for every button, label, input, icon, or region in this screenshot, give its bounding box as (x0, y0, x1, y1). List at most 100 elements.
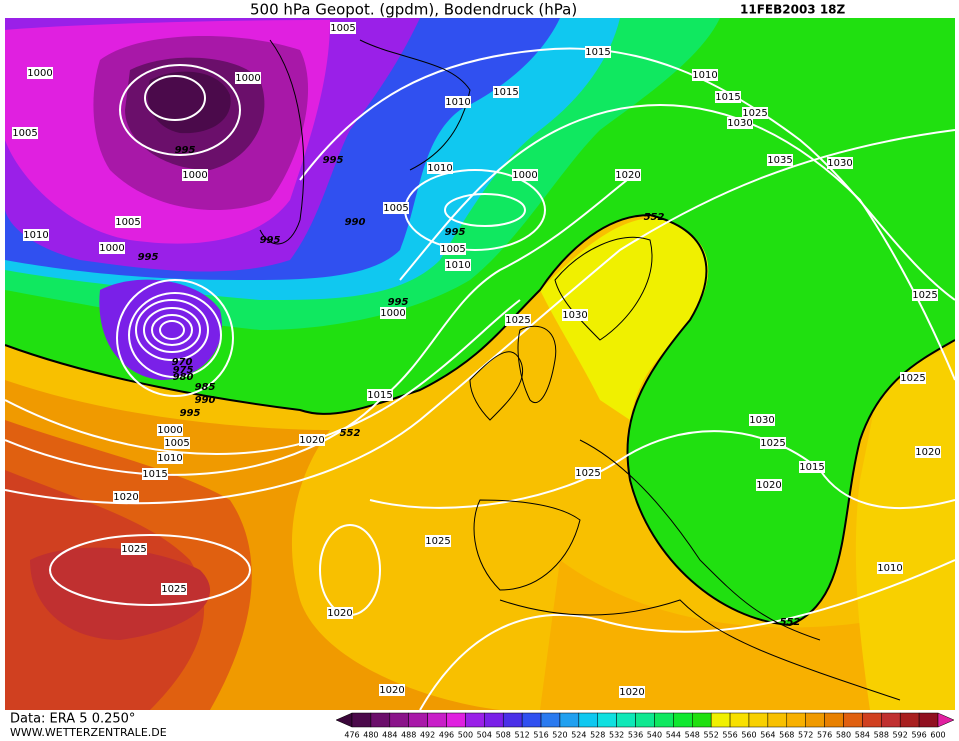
colorbar-swatch (408, 712, 428, 728)
isobar-label: 1020 (327, 608, 352, 619)
isobar-label-box (27, 67, 53, 79)
colorbar-high-arrow (937, 712, 955, 728)
colorbar-label: 488 (401, 731, 416, 740)
isobar-label-box (756, 479, 782, 491)
isobar-label: 1000 (157, 425, 182, 436)
colorbar-label: 596 (911, 731, 926, 740)
isobar-label-box (900, 372, 926, 384)
isobar-label: 1030 (827, 158, 852, 169)
colorbar-label: 512 (514, 731, 529, 740)
isobar-label-box (440, 243, 466, 255)
website: WWW.WETTERZENTRALE.DE (10, 726, 167, 739)
isobar-label: 1025 (425, 536, 450, 547)
colorbar-label: 540 (647, 731, 662, 740)
isobar-label: 1000 (27, 68, 52, 79)
isobar-label: 552 (644, 212, 665, 223)
isobar-label: 995 (138, 252, 159, 263)
isobar-label: 1005 (383, 203, 408, 214)
colorbar-swatch (710, 712, 731, 728)
colorbar-label: 576 (817, 731, 832, 740)
isobar-label: 1010 (427, 163, 452, 174)
isobar-label: 1015 (585, 47, 610, 58)
isobars (5, 47, 955, 710)
map-title: 500 hPa Geopot. (gpdm), Bodendruck (hPa) (250, 1, 577, 19)
isobar-label-box (425, 535, 451, 547)
colorbar-swatch (597, 712, 617, 728)
isobar-label: 552 (780, 617, 801, 628)
colorbar-label: 504 (477, 731, 492, 740)
isobar-label-box (142, 468, 168, 480)
isobar-label-box (749, 414, 775, 426)
isobar-label: 1010 (692, 70, 717, 81)
isobar-label: 975 (173, 365, 194, 376)
isobar-label: 990 (195, 395, 216, 406)
map: 1005 1015 1000 1000 1010 1010 1015 1015 1005 1025… (5, 18, 955, 710)
data-source: Data: ERA 5 0.250° (10, 712, 135, 727)
colorbar-swatch (465, 712, 485, 728)
colorbar-label: 600 (930, 731, 945, 740)
colorbar-swatch (502, 712, 523, 728)
isobar-label: 1030 (749, 415, 774, 426)
isobar-label: 1005 (164, 438, 189, 449)
isobar-label: 980 (173, 372, 194, 383)
colorbar-label: 580 (836, 731, 851, 740)
isobar-label-box (379, 684, 405, 696)
isobar-label-box (383, 202, 409, 214)
isobar-label: 1015 (799, 462, 824, 473)
isobar-label: 1000 (380, 308, 405, 319)
colorbar-swatch (427, 712, 447, 728)
isobar-label: 995 (388, 297, 409, 308)
colorbar-label: 532 (609, 731, 624, 740)
isobar-label-box (12, 127, 38, 139)
isobar-label: 1005 (330, 23, 355, 34)
colorbar-label: 552 (704, 731, 719, 740)
isobar-label-box (445, 259, 471, 271)
isobar-label: 1000 (99, 243, 124, 254)
isobar-label-box (912, 289, 938, 301)
isobar-label-box (445, 96, 471, 108)
isobar-label: 995 (323, 155, 344, 166)
isobar-label-box (915, 446, 941, 458)
colorbar-label: 556 (722, 731, 737, 740)
colorbar-label: 516 (533, 731, 548, 740)
isobar-label-box (760, 437, 786, 449)
isobar-label: 1005 (115, 217, 140, 228)
isobar-label-box (327, 607, 353, 619)
colorbar-swatch (578, 712, 598, 728)
isobar-label-box (164, 437, 190, 449)
colorbar-swatch (389, 712, 409, 728)
colorbar-label: 508 (496, 731, 511, 740)
isobar-label: 1020 (619, 687, 644, 698)
isobar-label: 1010 (877, 563, 902, 574)
colorbar-label: 500 (458, 731, 473, 740)
isobar-label-box (367, 389, 393, 401)
isobar-label: 1030 (727, 118, 752, 129)
coastlines (259, 39, 901, 701)
isobar-label-box (575, 467, 601, 479)
geopotential-field (5, 18, 955, 710)
colorbar-label: 588 (874, 731, 889, 740)
isobar-label: 985 (195, 382, 216, 393)
colorbar-label: 492 (420, 731, 435, 740)
isobar-label-box (23, 229, 49, 241)
isobar-label-box (562, 309, 588, 321)
isobar-label: 1025 (121, 544, 146, 555)
colorbar-swatch (370, 712, 391, 728)
colorbar-swatch (673, 712, 693, 728)
isobar-label-box (727, 117, 753, 129)
colorbar-swatch (748, 712, 769, 728)
colorbar-label: 476 (344, 731, 359, 740)
colorbar-swatch (446, 712, 466, 728)
colorbar-label: 496 (439, 731, 454, 740)
colorbar-swatch (540, 712, 561, 728)
colorbar-swatch (616, 712, 636, 728)
isobar-label: 995 (260, 235, 281, 246)
isobar-label: 995 (175, 145, 196, 156)
isobar-label-box (767, 154, 793, 166)
colorbar-swatch (559, 712, 580, 728)
isobar-label: 1005 (440, 244, 465, 255)
isobar-label-box (115, 216, 141, 228)
colorbar: 476 480 484 488 492 496 500 504 508 512 516 520 524 5… (335, 712, 955, 740)
isobar-label-box (330, 22, 356, 34)
